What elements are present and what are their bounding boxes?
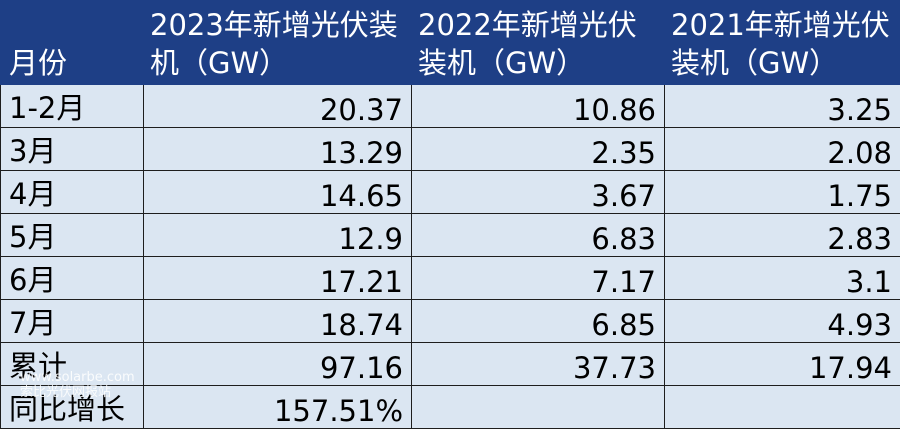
cell-2021 xyxy=(665,386,900,429)
cell-month: 1-2月 xyxy=(1,85,144,128)
table-body: 1-2月 20.37 10.86 3.25 3月 13.29 2.35 2.08… xyxy=(1,85,900,429)
table-row-yoy: 同比增长 157.51% xyxy=(1,386,900,429)
cell-2022: 3.67 xyxy=(412,171,665,214)
table-header: 月份 2023年新增光伏装机（GW） 2022年新增光伏装机（GW） 2021年… xyxy=(1,1,900,85)
cell-2022: 2.35 xyxy=(412,128,665,171)
cell-2023: 157.51% xyxy=(144,386,412,429)
cell-month: 5月 xyxy=(1,214,144,257)
cell-2021: 4.93 xyxy=(665,300,900,343)
table-row: 3月 13.29 2.35 2.08 xyxy=(1,128,900,171)
cell-2022: 10.86 xyxy=(412,85,665,128)
cell-2021: 1.75 xyxy=(665,171,900,214)
cell-2023: 97.16 xyxy=(144,343,412,386)
header-month: 月份 xyxy=(1,1,144,85)
table-row: 7月 18.74 6.85 4.93 xyxy=(1,300,900,343)
cell-2023: 12.9 xyxy=(144,214,412,257)
cell-2023: 14.65 xyxy=(144,171,412,214)
cell-2023: 20.37 xyxy=(144,85,412,128)
table-row: 6月 17.21 7.17 3.1 xyxy=(1,257,900,300)
header-2021: 2021年新增光伏装机（GW） xyxy=(665,1,900,85)
cell-month: 累计 xyxy=(1,343,144,386)
cell-2021: 3.25 xyxy=(665,85,900,128)
cell-month: 3月 xyxy=(1,128,144,171)
cell-2021: 17.94 xyxy=(665,343,900,386)
cell-month: 4月 xyxy=(1,171,144,214)
cell-month: 同比增长 xyxy=(1,386,144,429)
header-row: 月份 2023年新增光伏装机（GW） 2022年新增光伏装机（GW） 2021年… xyxy=(1,1,900,85)
cell-2022: 7.17 xyxy=(412,257,665,300)
cell-month: 7月 xyxy=(1,300,144,343)
cell-2021: 2.83 xyxy=(665,214,900,257)
header-2023: 2023年新增光伏装机（GW） xyxy=(144,1,412,85)
cell-2023: 13.29 xyxy=(144,128,412,171)
table-row: 4月 14.65 3.67 1.75 xyxy=(1,171,900,214)
cell-2022: 6.83 xyxy=(412,214,665,257)
table-row-total: 累计 97.16 37.73 17.94 xyxy=(1,343,900,386)
cell-2022: 6.85 xyxy=(412,300,665,343)
cell-2023: 17.21 xyxy=(144,257,412,300)
cell-2021: 3.1 xyxy=(665,257,900,300)
header-2022: 2022年新增光伏装机（GW） xyxy=(412,1,665,85)
table-row: 5月 12.9 6.83 2.83 xyxy=(1,214,900,257)
cell-2022: 37.73 xyxy=(412,343,665,386)
cell-month: 6月 xyxy=(1,257,144,300)
table-row: 1-2月 20.37 10.86 3.25 xyxy=(1,85,900,128)
cell-2023: 18.74 xyxy=(144,300,412,343)
cell-2022 xyxy=(412,386,665,429)
cell-2021: 2.08 xyxy=(665,128,900,171)
